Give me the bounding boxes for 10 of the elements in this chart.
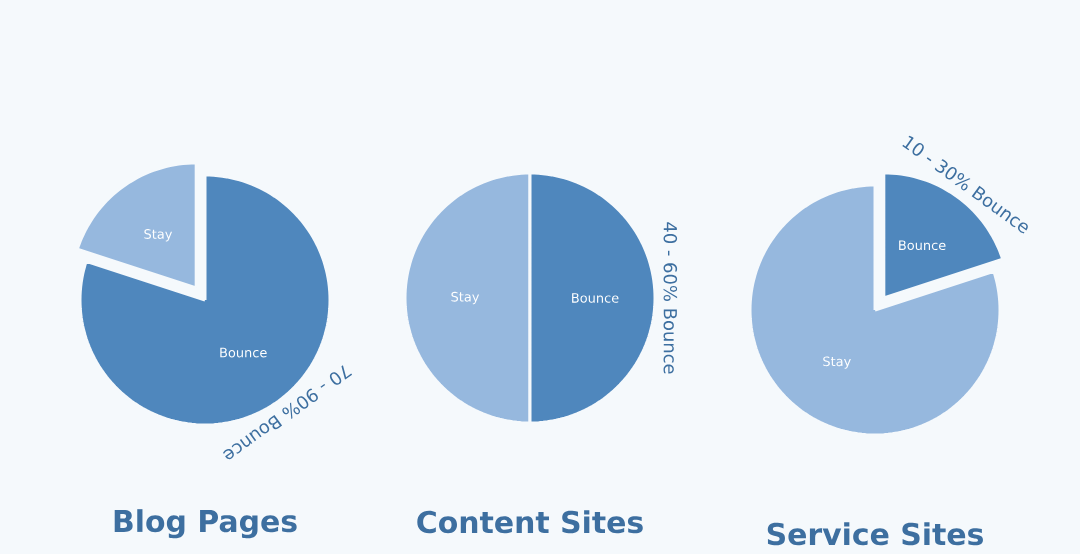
text: Blog Pages [114, 509, 297, 539]
text: Content Sites [417, 510, 643, 534]
slice-label: Stay [451, 291, 480, 305]
slice-label: Stay [823, 356, 851, 369]
slice-label: Bounce [220, 347, 267, 358]
slice-label: Stay [144, 229, 173, 242]
slice-label: Bounce [572, 293, 619, 303]
text: Service Sites [767, 522, 983, 546]
text: 40 - 60% Bounce [663, 222, 678, 374]
slice-label: Bounce [899, 240, 946, 251]
